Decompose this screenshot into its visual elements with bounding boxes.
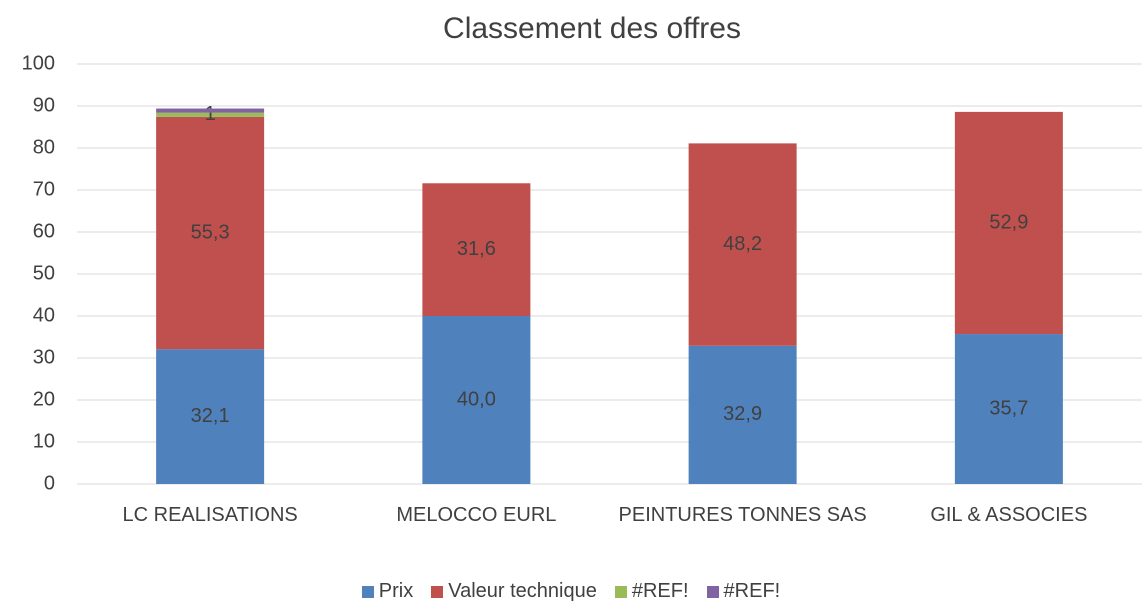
legend: Prix Valeur technique #REF! #REF!	[0, 580, 1142, 603]
legend-item: #REF!	[706, 580, 781, 603]
x-tick-label: PEINTURES TONNES SAS	[618, 504, 867, 526]
legend-swatch	[361, 585, 374, 598]
data-label: 52,9	[989, 211, 1028, 233]
legend-label: #REF!	[723, 580, 781, 602]
data-label: 48,2	[723, 233, 762, 255]
y-tick-label: 80	[33, 136, 55, 158]
bar-segment	[954, 334, 1063, 484]
data-label: 40,0	[457, 388, 496, 410]
bar-segment	[156, 116, 265, 350]
legend-label: Valeur technique	[448, 580, 597, 602]
y-tick-label: 60	[33, 220, 55, 242]
legend-item: #REF!	[614, 580, 689, 603]
bar-segment	[156, 349, 265, 484]
x-tick-label: MELOCCO EURL	[396, 504, 557, 526]
y-tick-label: 30	[33, 346, 55, 368]
chart-title: Classement des offres	[443, 12, 741, 45]
bar-segment	[688, 143, 797, 346]
y-tick-label: 40	[33, 304, 55, 326]
y-tick-label: 100	[22, 52, 55, 74]
data-label: 32,9	[723, 403, 762, 425]
data-label: 1	[205, 103, 216, 125]
y-tick-label: 10	[33, 430, 55, 452]
legend-swatch	[706, 585, 719, 598]
bar-segment	[688, 345, 797, 484]
legend-item: Valeur technique	[431, 580, 597, 603]
data-label: 32,1	[191, 405, 230, 427]
bar-segment	[156, 108, 265, 113]
x-tick-label: GIL & ASSOCIES	[930, 504, 1088, 526]
bar-segment	[422, 316, 531, 484]
y-tick-label: 90	[33, 94, 55, 116]
legend-label: Prix	[378, 580, 414, 602]
legend-item: Prix	[361, 580, 414, 603]
data-label: 55,3	[191, 221, 230, 243]
x-tick-label: LC REALISATIONS	[122, 504, 298, 526]
bar-segment	[954, 111, 1063, 335]
bar-segment	[156, 112, 265, 117]
y-tick-label: 70	[33, 178, 55, 200]
legend-swatch	[614, 585, 627, 598]
y-tick-label: 50	[33, 262, 55, 284]
data-label: 31,6	[457, 238, 496, 260]
legend-swatch	[431, 585, 444, 598]
data-label: 35,7	[989, 397, 1028, 419]
bar-segment	[422, 183, 531, 316]
y-tick-label: 20	[33, 388, 55, 410]
legend-label: #REF!	[631, 580, 689, 602]
y-tick-label: 0	[44, 472, 55, 494]
